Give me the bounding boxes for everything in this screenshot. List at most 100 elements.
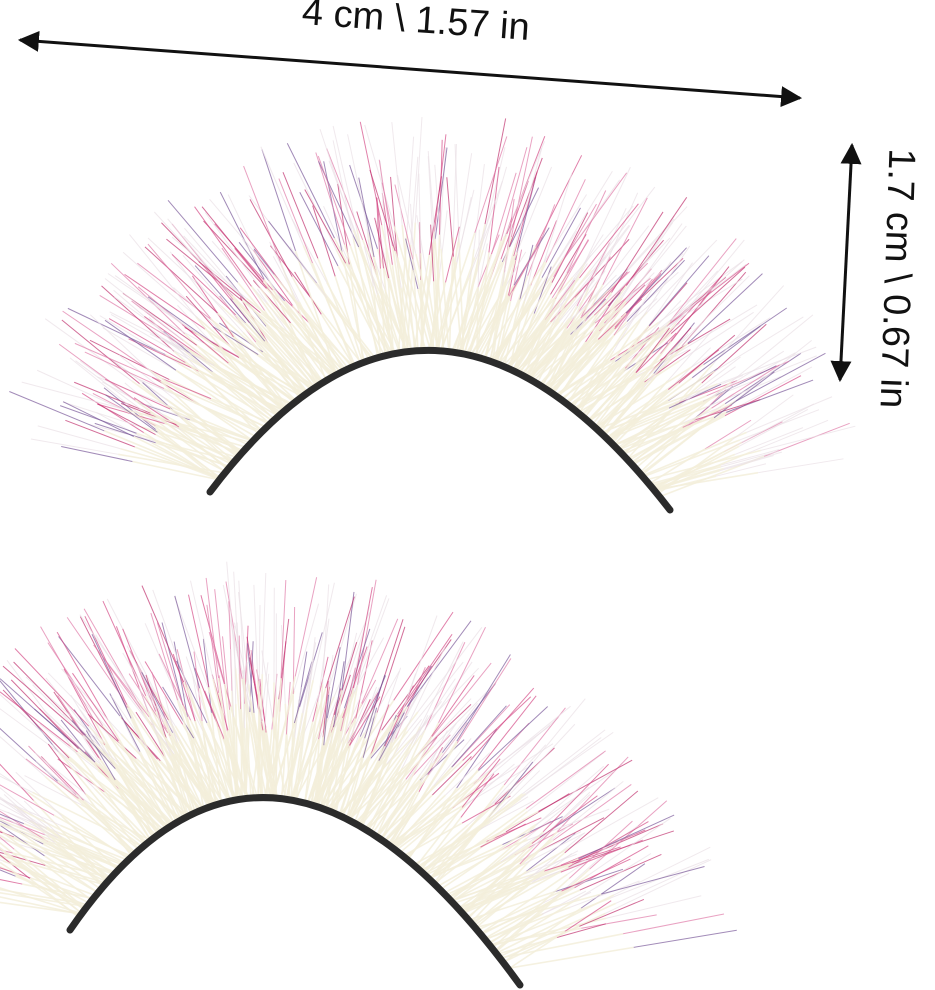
lash-hair — [650, 465, 722, 487]
lash-tip — [386, 689, 422, 748]
lash-tip — [410, 203, 415, 270]
lash-tip — [724, 375, 802, 417]
lash-tip — [378, 159, 393, 247]
lash-tip — [200, 595, 226, 687]
lash-hair — [520, 317, 582, 376]
lash-hair — [628, 407, 713, 462]
lash-tip — [515, 148, 543, 244]
lash-tip — [648, 255, 710, 326]
lash-hair — [17, 830, 102, 890]
lash-tip — [607, 239, 664, 306]
lash-hair — [546, 324, 620, 391]
lash-hair — [231, 295, 313, 391]
lash-tip — [105, 378, 171, 410]
lash-tip — [87, 713, 137, 759]
lash-tip — [0, 708, 67, 759]
lash-tip — [190, 580, 214, 680]
lash-tip — [230, 649, 235, 717]
lash-hair — [440, 242, 459, 351]
lash-tip — [730, 366, 813, 412]
lash-tip — [89, 314, 158, 379]
lash-tip — [682, 404, 732, 428]
lash-tip — [0, 879, 23, 885]
lash-hair — [415, 253, 440, 351]
lash-tip — [691, 325, 761, 379]
lash-tip — [711, 364, 780, 409]
lash-tip — [393, 611, 454, 701]
lash-tip — [605, 872, 690, 914]
lash-hair — [156, 431, 222, 479]
lash-tip — [635, 327, 670, 373]
lash-tip — [166, 238, 243, 302]
lash-hair — [138, 700, 213, 807]
lash-tip — [390, 176, 398, 256]
lash-tip — [509, 723, 576, 795]
lash-hair — [346, 760, 380, 820]
lash-tip — [741, 403, 815, 443]
lash-tip — [102, 327, 178, 372]
lash-tip — [191, 275, 234, 338]
lash-tip — [171, 236, 248, 300]
lash-hair — [114, 779, 152, 841]
lash-hair — [424, 803, 493, 877]
lash-tip — [79, 614, 140, 702]
lash-hair — [640, 417, 715, 475]
lash-hair — [480, 903, 542, 936]
lash-tip — [62, 310, 149, 370]
lash-tip — [376, 667, 402, 737]
lash-hair — [32, 791, 144, 848]
lash-hair — [315, 282, 376, 359]
lash-hair — [183, 345, 288, 410]
lash-tip — [293, 661, 313, 724]
lash-hair — [565, 338, 647, 404]
lash-hair — [320, 699, 395, 809]
lash-hair — [380, 774, 430, 841]
lash-tip — [480, 823, 526, 848]
lash-hair — [375, 729, 426, 837]
lash-tip — [446, 177, 454, 257]
lash-tip — [1, 799, 61, 826]
lash-hair — [22, 883, 94, 900]
lash-hair — [468, 240, 502, 356]
lash-tip — [45, 677, 101, 747]
lash-tip — [482, 166, 508, 251]
lash-tip — [0, 735, 46, 778]
lash-tip — [541, 207, 581, 278]
lash-tip — [579, 203, 639, 279]
lash-hair — [306, 714, 336, 805]
lash-tip — [243, 165, 282, 263]
lash-tip — [334, 642, 358, 716]
lash-hair — [428, 784, 505, 880]
lash-tip — [61, 445, 133, 462]
lash-hair — [415, 806, 463, 868]
lash-hair — [286, 680, 314, 800]
lash-tip — [260, 146, 304, 246]
lash-tip — [405, 238, 419, 290]
lash-hair — [75, 745, 169, 829]
lash-tip — [333, 661, 345, 728]
lash-tip — [293, 603, 320, 692]
lash-hair — [356, 745, 435, 826]
lash-hair — [497, 276, 574, 365]
lash-tip — [332, 125, 358, 230]
lash-hair — [605, 370, 716, 439]
lash-hair — [271, 717, 287, 800]
lash-tip — [317, 155, 351, 246]
lash-tip — [543, 846, 621, 872]
lash-tip — [108, 357, 169, 402]
lash-tip — [135, 711, 165, 757]
lash-tip — [479, 800, 534, 830]
lash-hair — [539, 305, 609, 387]
lash-tip — [520, 737, 602, 799]
lash-hair — [391, 245, 410, 352]
lash-hair — [461, 878, 527, 914]
lash-hair — [322, 730, 342, 809]
lash-tip — [114, 296, 190, 351]
lash-tip — [69, 357, 138, 413]
lash-tip — [219, 191, 265, 280]
lash-hair — [474, 251, 518, 357]
lash-hair — [390, 789, 481, 848]
lash-tip — [580, 853, 652, 898]
lash-hair — [263, 278, 319, 387]
lash-tip — [167, 199, 239, 283]
